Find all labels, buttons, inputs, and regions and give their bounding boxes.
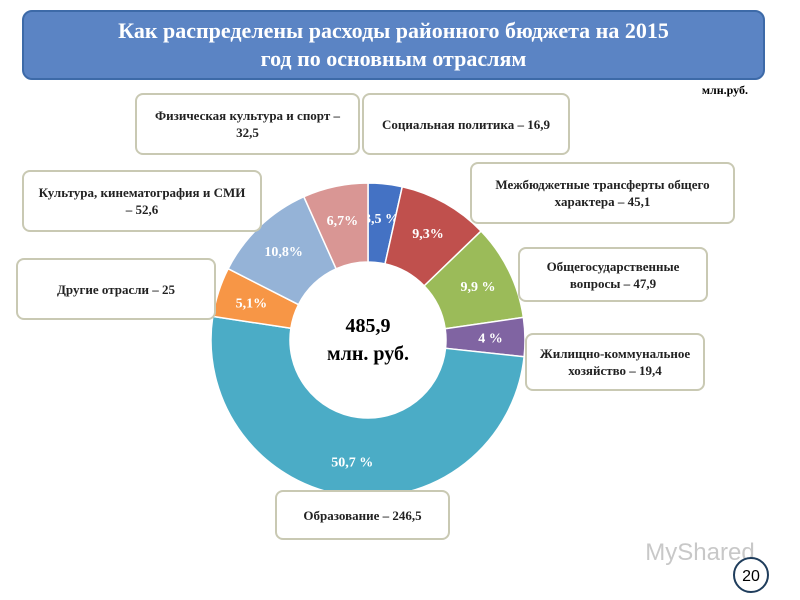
watermark: MyShared bbox=[645, 539, 754, 566]
category-callout: Физическая культура и спорт – 32,5 bbox=[135, 93, 360, 155]
category-callout: Межбюджетные трансферты общего характера… bbox=[470, 162, 735, 224]
value-label: 9,3% bbox=[412, 227, 444, 242]
value-label: 50,7 % bbox=[331, 455, 373, 470]
value-label: 6,7% bbox=[327, 214, 359, 229]
category-callout: Социальная политика – 16,9 bbox=[362, 93, 570, 155]
center-text: 485,9 bbox=[346, 315, 391, 337]
donut-segment bbox=[302, 182, 369, 270]
category-callout: Образование – 246,5 bbox=[275, 490, 450, 540]
chart-title: Как распределены расходы районного бюдже… bbox=[22, 10, 765, 80]
value-label: 5,1% bbox=[236, 297, 268, 312]
value-label: 3,5 % bbox=[364, 212, 399, 227]
category-callout: Общегосударственные вопросы – 47,9 bbox=[518, 247, 708, 302]
value-label: 9,9 % bbox=[461, 280, 496, 295]
page-number-circle bbox=[733, 557, 769, 593]
category-callout: Другие отрасли – 25 bbox=[16, 258, 216, 320]
category-callout: Жилищно-коммунальное хозяйство – 19,4 bbox=[525, 333, 705, 391]
value-label: 4 % bbox=[478, 332, 503, 347]
page-number: 20 bbox=[742, 568, 760, 585]
donut-segment bbox=[210, 315, 525, 498]
center-text: млн. руб. bbox=[327, 343, 409, 365]
category-callout: Культура, кинематография и СМИ – 52,6 bbox=[22, 170, 262, 232]
unit-label: млн.руб. bbox=[702, 83, 748, 97]
value-label: 10,8% bbox=[264, 245, 303, 260]
